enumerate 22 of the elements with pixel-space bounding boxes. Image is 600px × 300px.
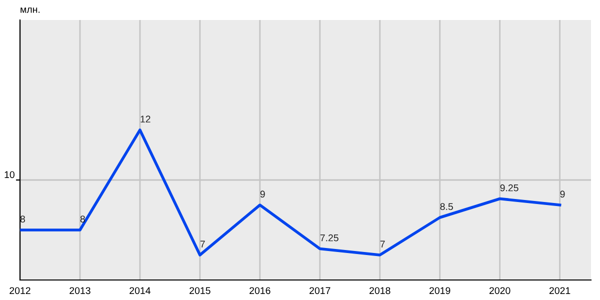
data-label: 9.25 bbox=[500, 184, 518, 192]
data-label: 8 bbox=[80, 216, 85, 223]
x-tick-label: 2020 bbox=[490, 287, 510, 294]
y-axis-title: млн. bbox=[20, 8, 40, 13]
data-label: 8.5 bbox=[440, 203, 453, 210]
data-label: 7.25 bbox=[320, 234, 338, 242]
x-tick-label: 2014 bbox=[130, 287, 150, 294]
data-label: 7 bbox=[380, 240, 385, 248]
x-tick-label: 2019 bbox=[430, 287, 450, 294]
x-tick-label: 2018 bbox=[370, 287, 390, 294]
data-label: 9 bbox=[260, 190, 265, 198]
data-label: 9 bbox=[560, 190, 565, 198]
data-label: 7 bbox=[200, 240, 205, 248]
x-tick-label: 2012 bbox=[10, 287, 30, 294]
data-label: 8 bbox=[20, 216, 25, 223]
ref-line-label: 10 bbox=[4, 171, 14, 178]
x-tick-label: 2013 bbox=[70, 287, 90, 294]
data-label: 12 bbox=[140, 116, 150, 122]
x-tick-label: 2017 bbox=[310, 287, 330, 294]
x-tick-label: 2016 bbox=[250, 287, 270, 294]
x-tick-label: 2015 bbox=[190, 287, 210, 294]
x-tick-label: 2021 bbox=[549, 287, 570, 294]
